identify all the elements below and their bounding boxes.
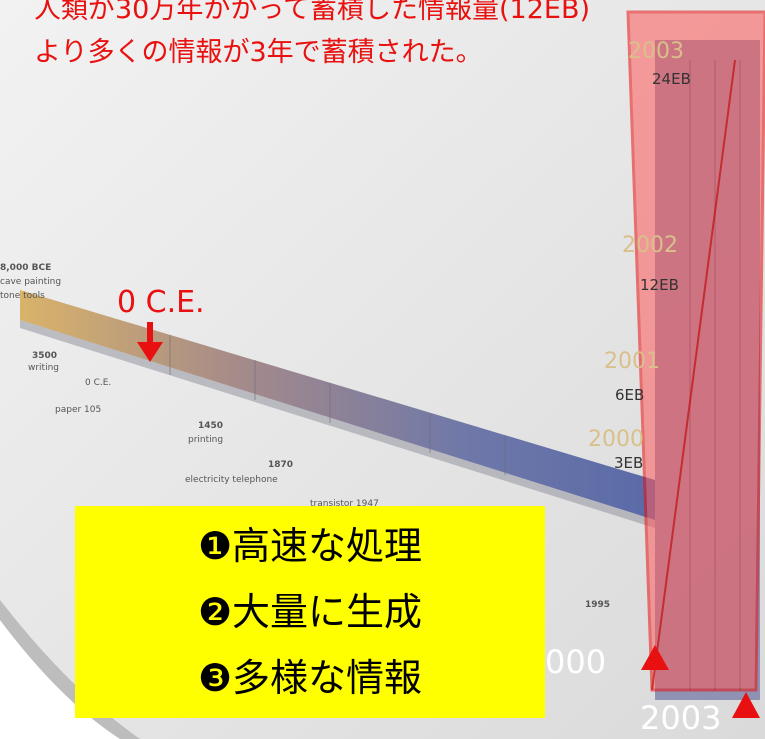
timeline-label: 3500 (32, 351, 57, 361)
points-box: ❶高速な処理 ❷大量に生成 ❸多様な情報 (75, 506, 545, 718)
timeline-edge (20, 320, 655, 528)
timeline-label: transistor 1947 (310, 499, 379, 509)
amount-marker: 6EB (615, 386, 644, 404)
bottom-year: 2003 (640, 699, 721, 737)
era-label: 0 C.E. (117, 285, 205, 320)
timeline-labels: 8,000 BCE cave painting tone tools 3500 … (0, 263, 610, 610)
timeline-label: 1870 (268, 460, 293, 470)
timeline-label: electricity telephone (185, 475, 278, 485)
timeline-label: printing (188, 435, 223, 445)
marker-triangle (732, 692, 760, 718)
amount-marker: 3EB (614, 454, 643, 472)
year-marker: 2001 (604, 349, 660, 374)
page-curl (0, 620, 120, 739)
year-marker: 2000 (588, 427, 644, 452)
year-marker: 2002 (622, 233, 678, 258)
bottom-year: 000 (545, 643, 606, 681)
panel-diagonal (651, 59, 736, 691)
timeline-dividers (169, 335, 506, 475)
timeline-label: 8,000 BCE (0, 263, 51, 273)
timeline-label: writing (28, 363, 59, 373)
timeline-label: tone tools (0, 291, 45, 301)
timeline-label: cave painting (0, 277, 61, 287)
timeline-wedge (20, 290, 655, 520)
marker-triangle (641, 645, 669, 670)
amount-marker: 12EB (640, 276, 679, 294)
heading: 人類が30万年かかって蓄積した情報量(12EB)より多くの情報が3年で蓄積された… (34, 0, 591, 68)
era-arrow-head (137, 342, 163, 362)
timeline-label: 1995 (585, 600, 610, 610)
point: ❶高速な処理 (197, 524, 423, 568)
point: ❷大量に生成 (197, 590, 423, 634)
point: ❸多様な情報 (197, 656, 423, 700)
timeline-label: 0 C.E. (85, 378, 111, 388)
timeline-label: 1450 (198, 421, 223, 431)
amount-marker: 24EB (652, 70, 691, 88)
timeline-label: paper 105 (55, 405, 101, 415)
year-markers: 2003 24EB 2002 12EB 2001 6EB 2000 3EB (588, 39, 691, 472)
year-marker: 2003 (628, 39, 684, 64)
